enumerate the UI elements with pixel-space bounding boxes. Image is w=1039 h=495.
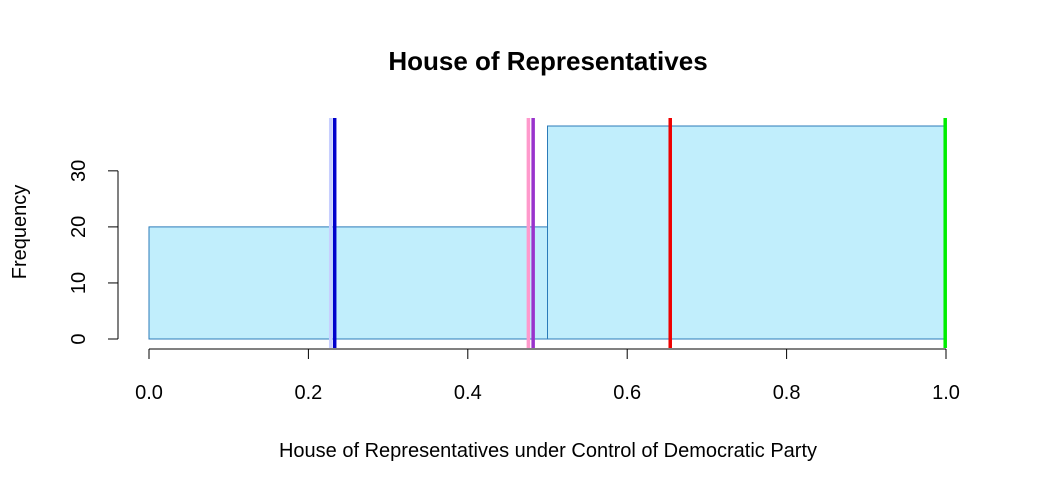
chart-title: House of Representatives: [388, 46, 707, 76]
y-tick-label-3: 30: [68, 160, 90, 182]
x-tick-label-1: 0.2: [294, 382, 322, 404]
y-tick-label-1: 10: [68, 272, 90, 294]
bars-layer: [148, 125, 947, 340]
x-tick-label-5: 1.0: [932, 382, 960, 404]
x-tick-label-4: 0.8: [773, 382, 801, 404]
reference-lines-layer: [328, 118, 947, 348]
histogram-bar-0: [148, 226, 548, 340]
y-axis: 0 10 20 30: [68, 160, 119, 345]
x-axis-label: House of Representatives under Control o…: [279, 440, 817, 462]
x-tick-label-2: 0.4: [454, 382, 482, 404]
x-tick-label-0: 0.0: [135, 382, 163, 404]
x-tick-label-3: 0.6: [613, 382, 641, 404]
y-tick-label-0: 0: [68, 333, 90, 344]
y-tick-label-2: 20: [68, 216, 90, 238]
histogram-bar-1: [547, 125, 947, 340]
y-axis-label: Frequency: [9, 185, 31, 280]
x-axis: 0.0 0.2 0.4 0.6 0.8 1.0: [135, 348, 960, 404]
